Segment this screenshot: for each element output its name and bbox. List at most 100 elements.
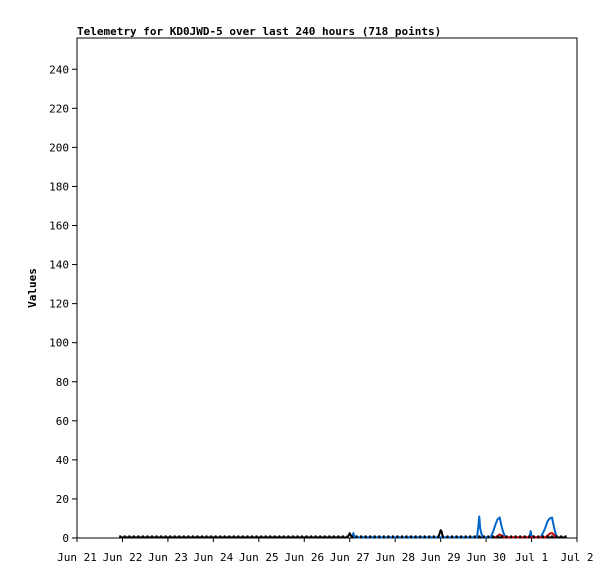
data-point xyxy=(260,535,263,539)
y-tick-label: 160 xyxy=(49,220,69,233)
data-point xyxy=(478,535,481,539)
data-point xyxy=(137,535,140,539)
data-point xyxy=(514,535,517,539)
data-point xyxy=(419,535,422,539)
data-point xyxy=(146,535,149,539)
data-point xyxy=(223,535,226,539)
data-point xyxy=(428,535,431,539)
y-tick-label: 60 xyxy=(56,415,69,428)
data-point xyxy=(155,535,158,539)
data-point xyxy=(346,535,349,539)
data-point xyxy=(360,535,363,539)
data-point xyxy=(128,535,131,539)
plot-frame xyxy=(76,37,578,539)
data-point xyxy=(301,535,303,539)
data-point xyxy=(173,535,176,539)
y-tick-label: 180 xyxy=(49,180,69,193)
x-tick-label: Jun 30 xyxy=(466,551,506,564)
data-point xyxy=(501,535,503,539)
data-point xyxy=(387,535,390,539)
data-point xyxy=(291,535,294,539)
data-point xyxy=(373,535,376,539)
data-point xyxy=(446,535,449,539)
data-point xyxy=(310,535,313,539)
data-point xyxy=(169,535,172,539)
data-point xyxy=(532,535,535,539)
data-point xyxy=(246,535,249,539)
data-point xyxy=(123,535,126,539)
y-tick-label: 40 xyxy=(56,454,69,467)
data-point xyxy=(341,535,344,539)
series-line-1 xyxy=(351,515,558,539)
data-point xyxy=(469,535,472,539)
data-point xyxy=(328,535,331,539)
data-point xyxy=(496,535,499,539)
data-point xyxy=(396,535,399,539)
data-point xyxy=(451,535,453,539)
data-point xyxy=(255,535,258,539)
x-tick-label: Jun 29 xyxy=(421,551,461,564)
data-point xyxy=(369,535,372,539)
x-tick-label: Jun 21 xyxy=(57,551,97,564)
data-point xyxy=(219,535,222,539)
data-point xyxy=(296,535,299,539)
y-tick-label: 120 xyxy=(49,298,69,311)
data-point xyxy=(182,535,185,539)
x-tick-label: Jul 2 xyxy=(560,551,593,564)
data-point xyxy=(187,535,190,539)
data-point xyxy=(460,535,463,539)
data-point xyxy=(141,535,144,539)
data-point xyxy=(151,535,153,539)
data-point xyxy=(132,535,135,539)
data-point xyxy=(482,535,485,539)
y-tick-label: 0 xyxy=(62,532,69,545)
data-point xyxy=(437,535,440,539)
data-point xyxy=(210,535,213,539)
y-tick-label: 140 xyxy=(49,259,69,272)
data-point xyxy=(555,535,558,539)
x-tick-label: Jun 23 xyxy=(148,551,188,564)
data-point xyxy=(519,535,522,539)
data-point xyxy=(191,535,194,539)
data-point xyxy=(546,535,549,539)
data-point xyxy=(401,535,403,539)
x-tick-label: Jun 26 xyxy=(284,551,324,564)
data-point xyxy=(364,535,367,539)
y-tick-label: 100 xyxy=(49,337,69,350)
y-tick-label: 80 xyxy=(56,376,69,389)
y-tick-label: 20 xyxy=(56,493,69,506)
y-tick-label: 200 xyxy=(49,141,69,154)
data-point xyxy=(273,535,276,539)
x-axis: Jun 21 Jun 22 Jun 23 Jun 24 Jun 25 Jun 26 Jun … xyxy=(57,538,594,564)
data-point xyxy=(560,535,563,539)
y-axis: 0 20 40 60 80 100 120 140 160 180 200 220 240 xyxy=(49,63,77,545)
data-point xyxy=(487,535,490,539)
data-point xyxy=(319,535,322,539)
data-point xyxy=(351,535,353,539)
data-point xyxy=(414,535,417,539)
data-point xyxy=(164,535,167,539)
data-point xyxy=(119,535,122,539)
x-tick-label: Jul 1 xyxy=(515,551,548,564)
series-line-2 xyxy=(494,531,557,539)
x-tick-label: Jun 22 xyxy=(103,551,143,564)
data-point xyxy=(237,535,240,539)
data-point xyxy=(278,535,281,539)
data-point xyxy=(214,535,217,539)
data-point xyxy=(491,535,494,539)
data-point xyxy=(441,535,444,539)
data-point xyxy=(528,535,531,539)
data-point xyxy=(473,535,476,539)
y-tick-label: 240 xyxy=(49,63,69,76)
x-tick-label: Jun 25 xyxy=(239,551,279,564)
data-point xyxy=(232,535,235,539)
data-point xyxy=(355,535,358,539)
data-point xyxy=(391,535,394,539)
data-point xyxy=(505,535,508,539)
data-point xyxy=(305,535,308,539)
data-point xyxy=(264,535,267,539)
data-point xyxy=(201,535,203,539)
data-point xyxy=(287,535,290,539)
data-point xyxy=(314,535,317,539)
data-point xyxy=(160,535,163,539)
